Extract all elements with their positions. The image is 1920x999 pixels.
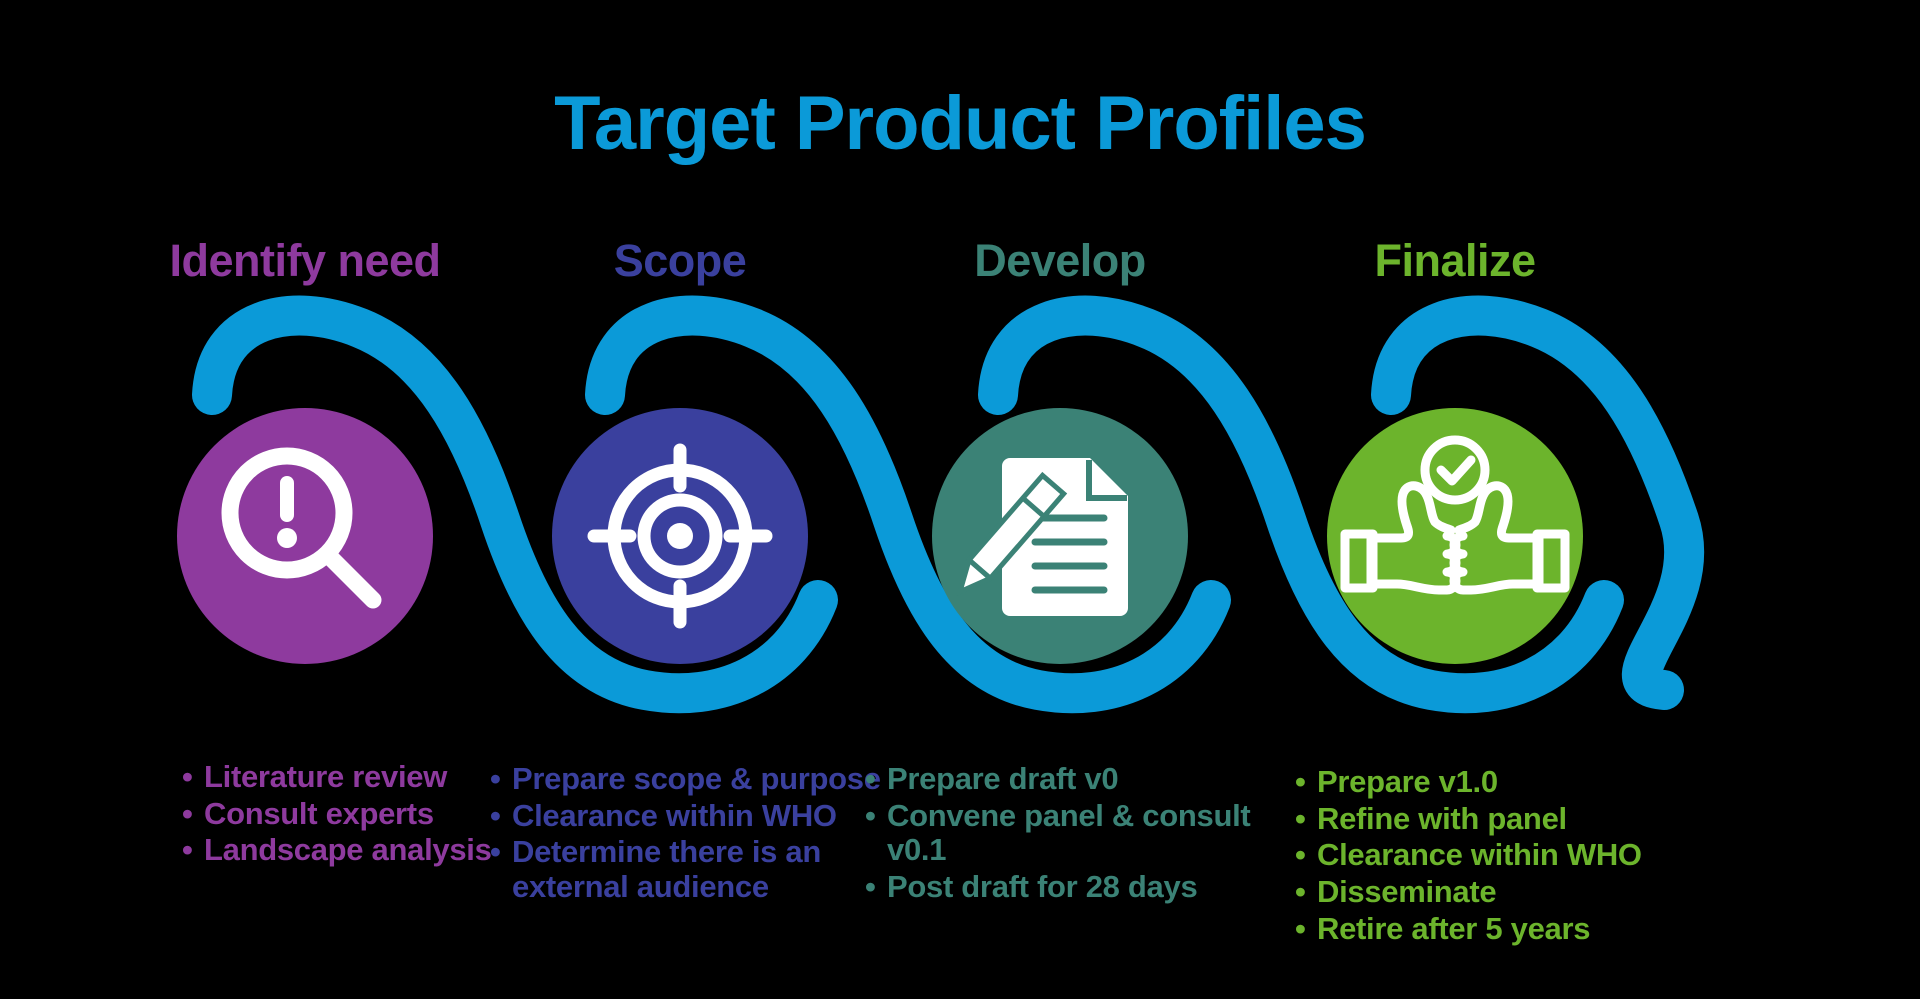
list-item: Clearance within WHO bbox=[1295, 838, 1705, 873]
stage-heading-identify-need: Identify need bbox=[169, 235, 441, 286]
stage-icon-circle-develop bbox=[932, 408, 1188, 664]
stage-bullet-list-identify-need: Literature review Consult experts Landsc… bbox=[182, 759, 542, 870]
list-item: Prepare scope & purpose bbox=[490, 761, 890, 797]
magnifier-exclamation-icon bbox=[221, 447, 382, 609]
list-item: Disseminate bbox=[1295, 874, 1705, 910]
stage-heading-scope: Scope bbox=[613, 235, 747, 286]
list-item: Determine there is an external audience bbox=[490, 834, 890, 904]
stage-heading-finalize: Finalize bbox=[1374, 235, 1536, 286]
list-item: Clearance within WHO bbox=[490, 798, 890, 834]
list-item: Prepare draft v0 bbox=[865, 761, 1265, 797]
thumbs-up-check-icon bbox=[1340, 435, 1570, 595]
stage-icon-circle-scope bbox=[552, 408, 808, 664]
stage-bullet-list-scope: Prepare scope & purpose Clearance within… bbox=[490, 761, 890, 907]
list-item: Refine with panel bbox=[1295, 801, 1705, 837]
list-item: Literature review bbox=[182, 759, 542, 795]
stage-heading-develop: Develop bbox=[974, 235, 1146, 286]
document-pencil-icon bbox=[956, 458, 1128, 616]
list-item: Landscape analysis bbox=[182, 833, 542, 868]
list-item: Retire after 5 years bbox=[1295, 911, 1705, 947]
stage-bullet-list-develop: Prepare draft v0 Convene panel & consult… bbox=[865, 761, 1265, 907]
stage-icon-circle-identify-need bbox=[177, 408, 433, 664]
list-item: Convene panel & consult v0.1 bbox=[865, 798, 1265, 868]
page-title: Target Product Profiles bbox=[554, 81, 1367, 166]
list-item: Post draft for 28 days bbox=[865, 869, 1265, 905]
target-crosshair-icon bbox=[587, 443, 773, 629]
stage-bullet-list-finalize: Prepare v1.0 Refine with panel Clearance… bbox=[1295, 764, 1705, 949]
list-item: Prepare v1.0 bbox=[1295, 764, 1705, 800]
list-item: Consult experts bbox=[182, 796, 542, 832]
stage-icon-circle-finalize bbox=[1327, 408, 1583, 664]
